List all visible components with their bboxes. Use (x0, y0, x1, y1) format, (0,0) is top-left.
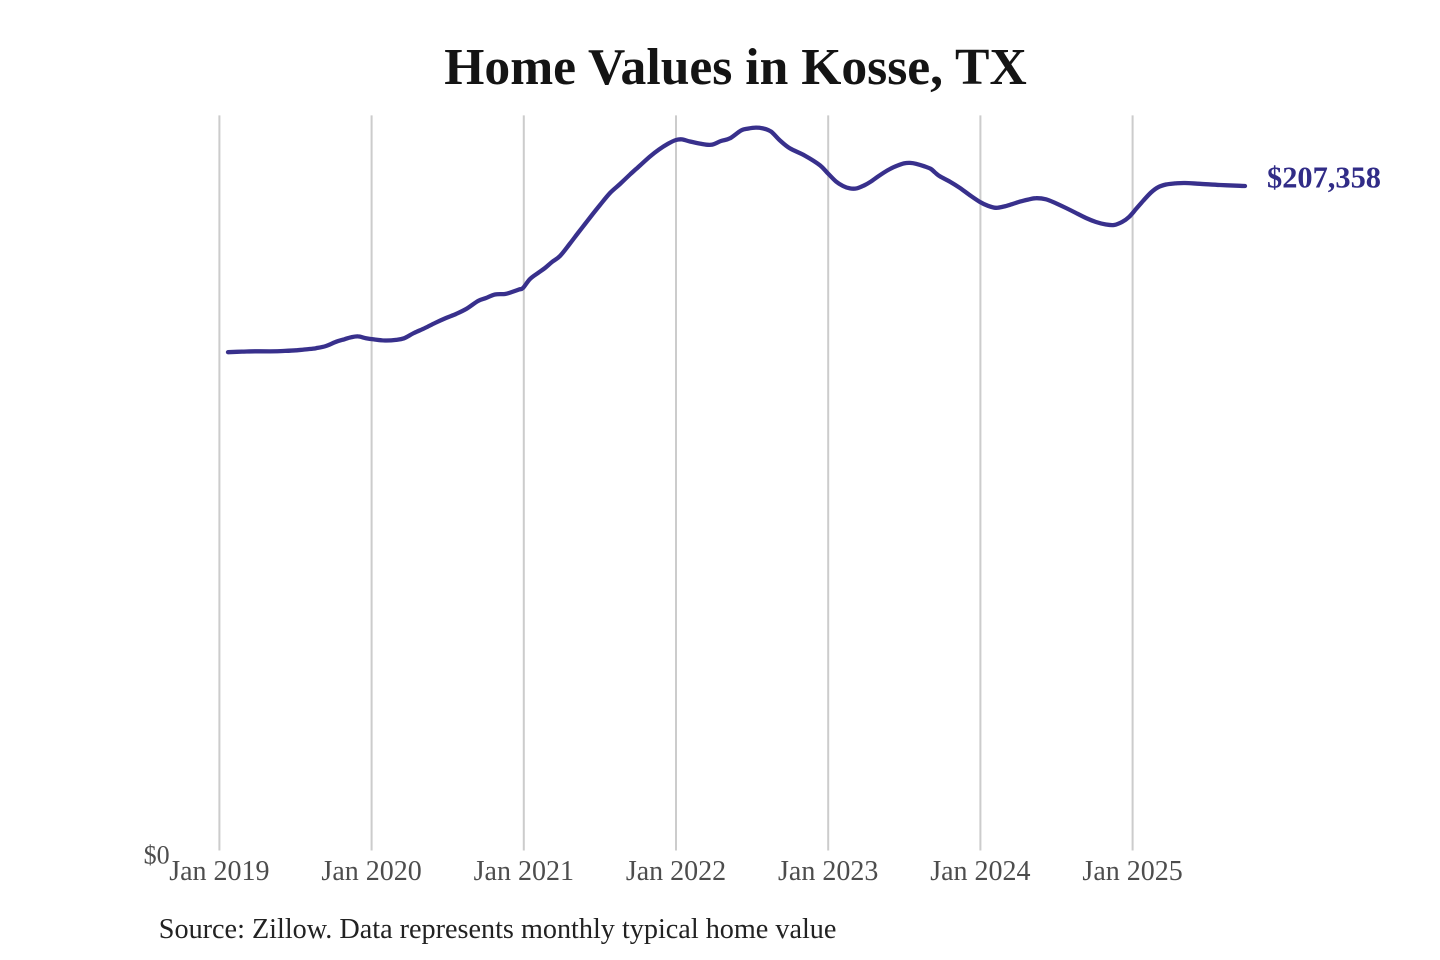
svg-text:Jan 2021: Jan 2021 (474, 856, 574, 887)
svg-text:Jan 2023: Jan 2023 (778, 856, 878, 887)
svg-text:Home Values in Kosse, TX: Home Values in Kosse, TX (444, 39, 1026, 96)
svg-text:Source: Zillow. Data represent: Source: Zillow. Data represents monthly … (159, 914, 837, 945)
svg-text:$207,358: $207,358 (1267, 161, 1381, 195)
svg-text:$0: $0 (144, 841, 170, 870)
svg-text:Jan 2019: Jan 2019 (169, 856, 269, 887)
svg-text:Jan 2025: Jan 2025 (1082, 856, 1182, 887)
svg-text:Jan 2024: Jan 2024 (930, 856, 1030, 887)
svg-text:Jan 2020: Jan 2020 (321, 856, 421, 887)
svg-text:Jan 2022: Jan 2022 (626, 856, 726, 887)
